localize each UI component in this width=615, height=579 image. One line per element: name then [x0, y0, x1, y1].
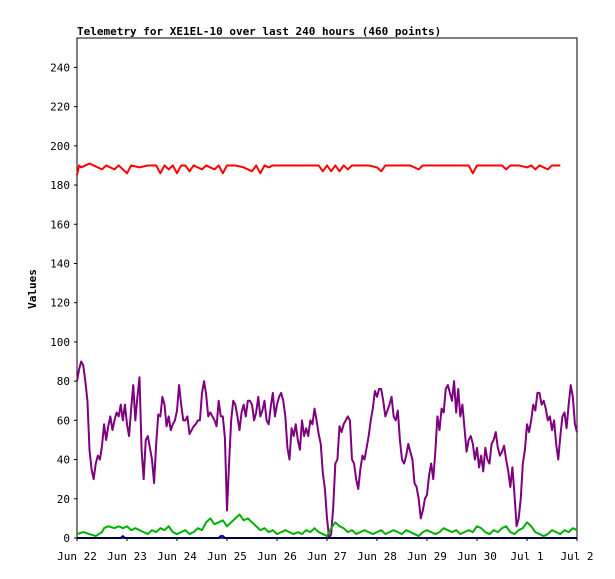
plot-area [76, 37, 578, 539]
y-tick-label: 200 [50, 140, 70, 153]
x-tick-label: Jun 25 [207, 550, 247, 563]
y-tick-label: 240 [50, 61, 70, 74]
x-tick-label: Jun 22 [57, 550, 97, 563]
y-tick-label: 120 [50, 297, 70, 310]
x-tick-label: Jun 23 [107, 550, 147, 563]
x-tick-label: Jun 30 [457, 550, 497, 563]
x-tick-label: Jun 29 [407, 550, 447, 563]
y-tick-label: 20 [57, 493, 70, 506]
x-tick-label: Jun 26 [257, 550, 297, 563]
y-tick-label: 80 [57, 375, 70, 388]
x-tick-label: Jul 1 [510, 550, 543, 563]
x-tick-label: Jun 24 [157, 550, 197, 563]
y-axis: 0 20 40 60 80 100 120 140 160 180 200 220 240 [50, 61, 77, 545]
x-axis: Jun 22 Jun 23 Jun 24 Jun 25 Jun 26 Jun 27 Jun … [57, 538, 594, 563]
chart-title: Telemetry for XE1EL-10 over last 240 hou… [77, 25, 441, 38]
y-tick-label: 100 [50, 336, 70, 349]
x-tick-label: Jun 28 [357, 550, 397, 563]
y-tick-label: 40 [57, 454, 70, 467]
y-tick-label: 140 [50, 257, 70, 270]
series-line-1 [76, 360, 578, 539]
x-tick-label: Jun 27 [307, 550, 347, 563]
y-tick-label: 160 [50, 218, 70, 231]
series-group [76, 162, 578, 539]
y-tick-label: 220 [50, 101, 70, 114]
y-tick-label: 60 [57, 414, 70, 427]
series-line-0 [76, 162, 561, 176]
y-tick-label: 180 [50, 179, 70, 192]
series-line-2 [76, 513, 578, 538]
y-tick-label: 0 [63, 532, 70, 545]
x-tick-label: Jul 2 [560, 550, 593, 563]
y-axis-label: Values [26, 269, 39, 309]
